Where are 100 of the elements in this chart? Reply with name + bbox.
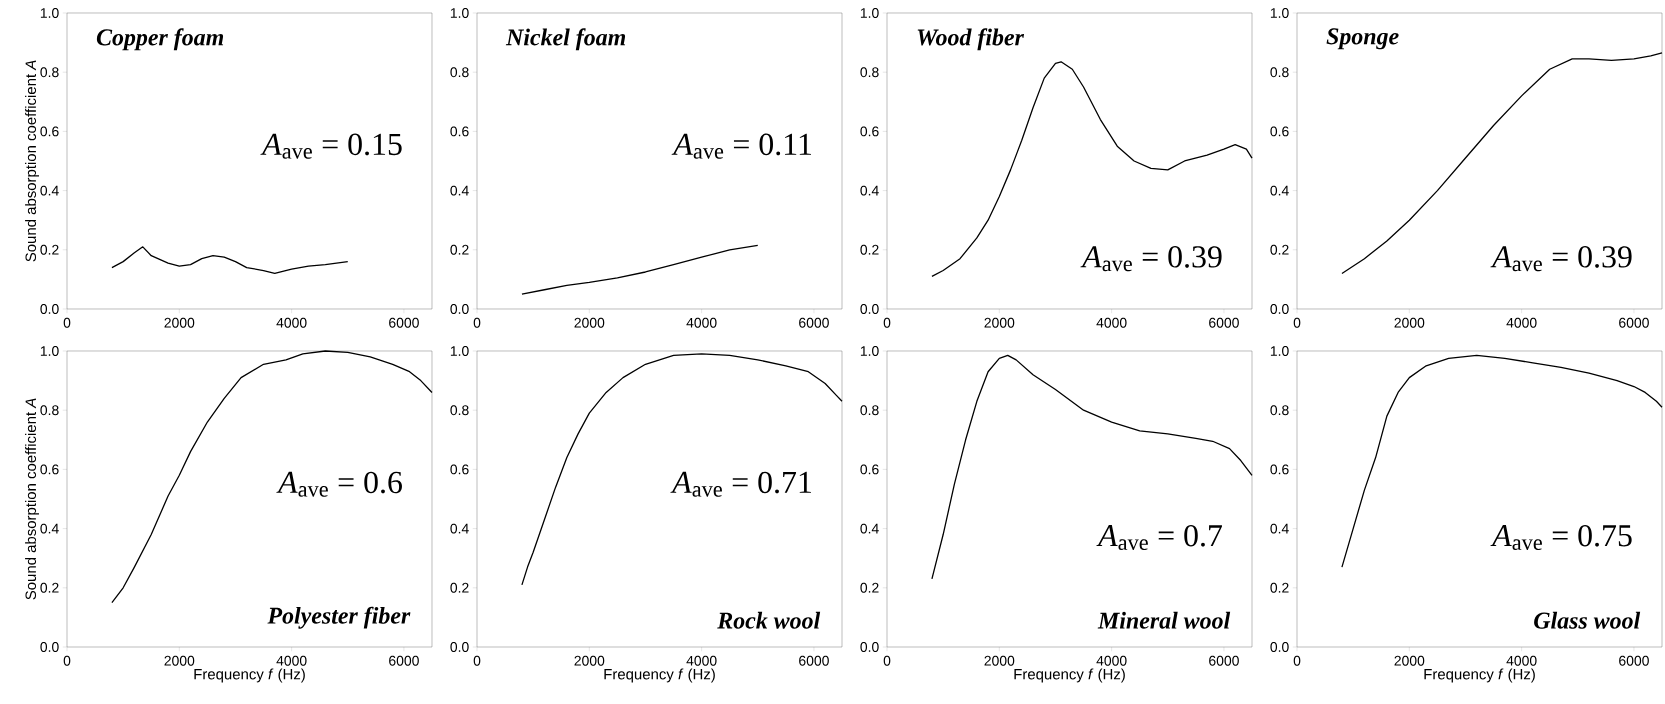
y-tick-label: 0.8 [860, 405, 879, 416]
y-tick-label: 1.0 [40, 8, 59, 18]
x-tick-label: 2000 [164, 655, 195, 666]
x-tick-label: 6000 [389, 317, 419, 328]
annotation: A$_{ave}$ = 0.39 [1490, 246, 1632, 272]
x-tick-label: 6000 [1209, 317, 1239, 328]
y-tick-label: 0.4 [40, 523, 59, 534]
y-tick-label: 0.2 [860, 244, 879, 255]
x-tick-label: 6000 [1619, 317, 1649, 328]
y-tick-label: 0.6 [450, 126, 469, 137]
text: Polyester fiber [267, 606, 411, 629]
x-tick-label: 0 [1293, 317, 1301, 328]
line-series [931, 61, 1253, 278]
y-tick-label: 0.8 [860, 67, 879, 78]
text: Sponge [1326, 28, 1399, 50]
annotation: A$_{ave}$ = 0.6 [276, 471, 402, 497]
x-tick-label: 0 [1293, 655, 1301, 666]
y-tick-label: 0.0 [860, 304, 879, 314]
x-tick-label: 4000 [1096, 655, 1127, 666]
line-series [521, 244, 759, 295]
y-tick-label: 0.4 [450, 185, 469, 196]
line-series [931, 354, 1253, 580]
y-tick-label: 0.8 [40, 405, 59, 416]
x-tick-label: 4000 [686, 655, 717, 666]
x-tick-label: 0 [63, 655, 71, 666]
y-axis-title: Sound absorption coefficient A [25, 398, 39, 600]
x-tick-label: 2000 [984, 655, 1015, 666]
x-tick-label: 4000 [1096, 317, 1127, 328]
y-tick-label: 0.6 [40, 126, 59, 137]
x-tick-label: 4000 [686, 317, 717, 328]
y-tick-label: 0.4 [860, 523, 879, 534]
annotation: A$_{ave}$ = 0.75 [1490, 524, 1632, 551]
y-tick-label: 0.0 [40, 304, 59, 314]
y-tick-label: 1.0 [860, 8, 879, 18]
y-tick-label: 0.4 [860, 185, 879, 196]
y-tick-label: 0.8 [1270, 67, 1289, 78]
y-tick-label: 1.0 [450, 346, 469, 356]
y-tick-label: 0.8 [450, 67, 469, 78]
x-tick-label: 6000 [1209, 655, 1239, 666]
y-tick-label: 0.8 [450, 405, 469, 416]
x-tick-label: 2000 [1394, 317, 1425, 328]
line-series [111, 246, 349, 275]
x-tick-label: 0 [63, 317, 71, 328]
y-tick-label: 1.0 [450, 8, 469, 18]
y-tick-label: 0.0 [450, 304, 469, 314]
y-tick-label: 0.6 [40, 464, 59, 475]
y-tick-label: 0.4 [1270, 185, 1289, 196]
line-series [1341, 354, 1663, 568]
text: Wood fiber [917, 28, 1025, 51]
y-tick-label: 0.4 [1270, 523, 1289, 534]
annotation: A$_{ave}$ = 0.39 [1080, 246, 1222, 272]
y-tick-label: 0.2 [860, 582, 879, 593]
x-tick-label: 0 [473, 655, 481, 666]
x-tick-label: 6000 [799, 317, 829, 328]
line-series [1341, 52, 1663, 275]
y-tick-label: 0.4 [450, 523, 469, 534]
y-tick-label: 0.6 [1270, 126, 1289, 137]
y-tick-label: 0.2 [1270, 244, 1289, 255]
y-tick-label: 1.0 [860, 346, 879, 356]
x-tick-label: 4000 [1506, 655, 1537, 666]
y-tick-label: 0.0 [450, 642, 469, 652]
y-tick-label: 0.2 [450, 582, 469, 593]
x-tick-label: 2000 [164, 317, 195, 328]
y-tick-label: 0.4 [40, 185, 59, 196]
annotation: A$_{ave}$ = 0.11 [671, 133, 812, 159]
x-tick-label: 0 [883, 655, 891, 666]
x-tick-label: 2000 [574, 655, 605, 666]
y-tick-label: 0.6 [450, 464, 469, 475]
y-tick-label: 0.0 [1270, 642, 1289, 652]
y-tick-label: 0.0 [40, 642, 59, 652]
x-tick-label: 2000 [1394, 655, 1425, 666]
y-tick-label: 0.6 [860, 126, 879, 137]
y-axis-title: Sound absorption coefficient A [25, 60, 39, 262]
x-axis-title: Frequency f (Hz) [194, 668, 305, 683]
x-tick-label: 4000 [276, 317, 307, 328]
x-tick-label: 0 [473, 317, 481, 328]
line-series [111, 350, 433, 604]
text: Nickel foam [505, 28, 626, 51]
y-tick-label: 1.0 [40, 346, 59, 356]
annotation: A$_{ave}$ = 0.7 [1096, 524, 1222, 551]
text: Glass wool [1534, 611, 1641, 629]
y-tick-label: 0.8 [40, 67, 59, 78]
x-tick-label: 4000 [1506, 317, 1537, 328]
y-tick-label: 0.2 [1270, 582, 1289, 593]
y-tick-label: 0.2 [40, 244, 59, 255]
x-tick-label: 4000 [276, 655, 307, 666]
y-tick-label: 0.8 [1270, 405, 1289, 416]
x-tick-label: 6000 [389, 655, 419, 666]
y-tick-label: 0.6 [1270, 464, 1289, 475]
x-axis-title: Frequency f (Hz) [604, 668, 715, 683]
x-tick-label: 6000 [1619, 655, 1649, 666]
y-tick-label: 0.0 [1270, 304, 1289, 314]
x-tick-label: 0 [883, 317, 891, 328]
y-tick-label: 0.0 [860, 642, 879, 652]
x-tick-label: 2000 [574, 317, 605, 328]
annotation: A$_{ave}$ = 0.15 [260, 133, 402, 159]
x-tick-label: 2000 [984, 317, 1015, 328]
x-tick-label: 6000 [799, 655, 829, 666]
x-axis-title: Frequency f (Hz) [1014, 668, 1125, 683]
y-tick-label: 0.2 [450, 244, 469, 255]
